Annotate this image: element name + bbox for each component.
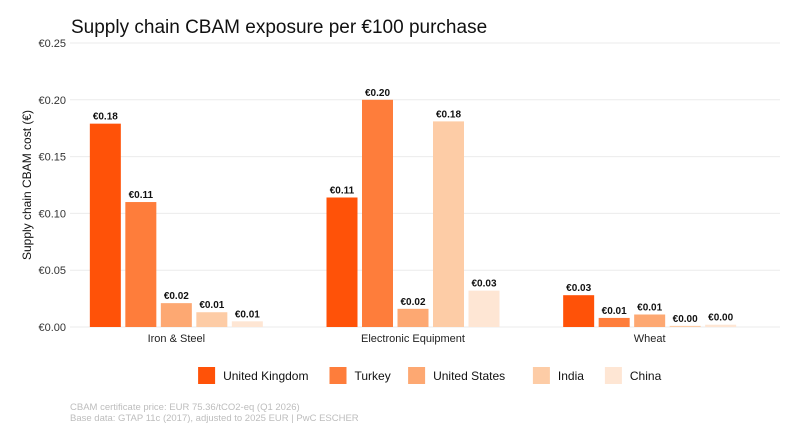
bar <box>634 314 666 327</box>
data-label: €0.03 <box>566 283 591 294</box>
y-tick-label: €0.15 <box>38 152 66 164</box>
bar <box>362 99 393 327</box>
legend-swatch <box>604 367 622 384</box>
legend-swatch <box>198 367 216 384</box>
data-label: €0.11 <box>129 190 154 201</box>
x-tick-label: Electronic Equipment <box>361 333 465 345</box>
data-label: €0.01 <box>199 300 224 311</box>
data-label: €0.02 <box>164 291 189 302</box>
data-label: €0.03 <box>471 279 496 290</box>
legend-label: United States <box>433 369 505 383</box>
legend-swatch <box>532 367 550 384</box>
legend-label: India <box>558 369 584 383</box>
bar <box>125 202 157 327</box>
bar <box>669 325 701 327</box>
legend-label: United Kingdom <box>223 369 308 383</box>
data-label: €0.01 <box>235 309 260 320</box>
chart-title: Supply chain CBAM exposure per €100 purc… <box>71 17 488 38</box>
data-label: €0.00 <box>673 314 698 325</box>
caption-price: CBAM certificate price: EUR 75.36/tCO2-e… <box>70 402 300 413</box>
bar <box>433 121 464 327</box>
y-axis-label: Supply chain CBAM cost (€) <box>20 110 34 260</box>
x-tick-label: Wheat <box>634 333 666 345</box>
y-tick-label: €0.20 <box>38 95 66 107</box>
bar <box>160 303 192 327</box>
legend-swatch <box>329 367 347 384</box>
bar <box>563 295 595 327</box>
bar <box>89 123 121 327</box>
data-label: €0.02 <box>400 297 425 308</box>
bar <box>705 324 737 327</box>
y-tick-label: €0.00 <box>38 322 66 334</box>
x-tick-label: Iron & Steel <box>148 333 205 345</box>
data-label: €0.18 <box>93 112 118 123</box>
data-label: €0.18 <box>436 109 461 120</box>
data-label: €0.01 <box>637 303 662 314</box>
bar <box>326 197 358 327</box>
bar <box>598 317 630 327</box>
legend-label: Turkey <box>355 369 391 383</box>
data-label: €0.01 <box>602 306 627 317</box>
legend-swatch <box>408 367 426 384</box>
y-tick-label: €0.05 <box>38 265 66 277</box>
legend-label: China <box>630 369 662 383</box>
data-label: €0.20 <box>365 88 390 99</box>
data-label: €0.11 <box>330 185 355 196</box>
y-tick-label: €0.10 <box>38 208 66 220</box>
bar <box>397 308 429 327</box>
y-tick-label: €0.25 <box>38 38 66 50</box>
bar <box>231 321 263 327</box>
bar <box>196 312 228 327</box>
caption-source: Base data: GTAP 11c (2017), adjusted to … <box>70 413 359 424</box>
bar <box>468 290 500 327</box>
data-label: €0.00 <box>708 313 733 324</box>
